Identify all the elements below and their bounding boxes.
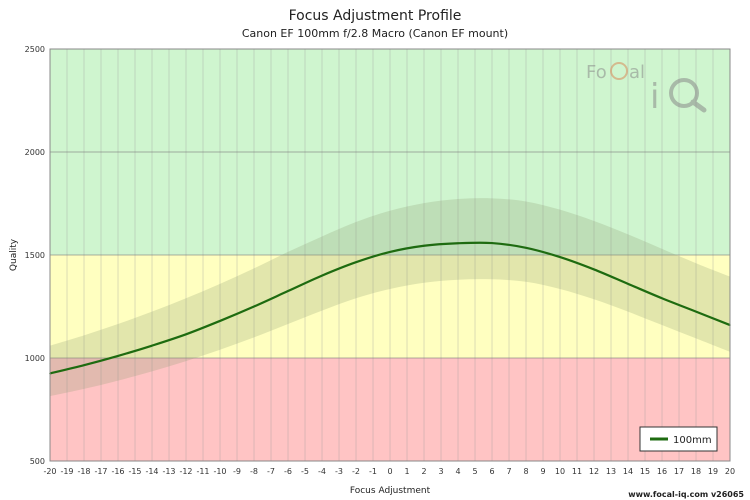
confidence-band-100mm	[50, 198, 730, 397]
x-tick-label: 3	[438, 467, 443, 476]
data-point	[593, 268, 595, 271]
footer-credit: www.focal-iq.com v26065	[628, 490, 744, 499]
svg-text:Fo: Fo	[586, 62, 607, 83]
x-tick-label: -16	[111, 467, 124, 476]
data-point	[117, 355, 119, 357]
data-point	[491, 242, 493, 244]
x-tick-label: -6	[284, 467, 292, 476]
x-tick-label: 2	[421, 467, 426, 476]
data-point	[185, 333, 187, 336]
x-tick-label: 11	[572, 467, 582, 476]
y-tick-label: 2500	[25, 45, 45, 54]
data-point	[287, 290, 289, 292]
x-tick-label: 8	[523, 467, 528, 476]
x-tick-label: 0	[387, 467, 392, 476]
x-axis-label: Focus Adjustment	[350, 486, 431, 496]
data-point	[457, 242, 459, 245]
svg-text:al: al	[629, 62, 645, 83]
data-point	[661, 297, 663, 300]
x-tick-label: -2	[352, 467, 360, 476]
x-tick-label: 1	[404, 467, 409, 476]
data-point	[525, 246, 527, 249]
x-tick-label: 12	[589, 467, 599, 476]
y-axis-label: Quality	[9, 238, 19, 271]
x-tick-label: 10	[555, 467, 565, 476]
legend-label-100mm: 100mm	[673, 435, 712, 446]
x-tick-label: -20	[43, 467, 56, 476]
data-point	[83, 364, 85, 367]
x-tick-label: -8	[250, 467, 258, 476]
x-tick-label: 13	[606, 467, 616, 476]
x-tick-label: -11	[196, 467, 209, 476]
y-tick-label: 1500	[25, 251, 45, 260]
x-tick-label: -9	[233, 467, 241, 476]
x-tick-label: -15	[128, 467, 141, 476]
x-tick-label: -10	[213, 467, 226, 476]
data-point	[559, 256, 561, 258]
x-tick-label: 5	[472, 467, 477, 476]
x-tick-label: -13	[162, 467, 175, 476]
legend: 100mm	[639, 426, 718, 452]
x-tick-label: -7	[267, 467, 275, 476]
y-tick-label: 1000	[25, 354, 45, 363]
chart-title: Focus Adjustment Profile	[289, 8, 462, 24]
x-axis-ticks: -20 -19 -18 -17 -16 -15 -14 -13 -12 -11 -10 -9 -8 -7-…	[43, 467, 735, 476]
plot-frame	[49, 48, 731, 462]
data-point	[321, 274, 323, 277]
x-tick-label: 19	[708, 467, 718, 476]
x-tick-label: -17	[94, 467, 107, 476]
x-tick-label: 14	[623, 467, 633, 476]
y-axis-ticks: 500 1000 1500 2000 2500	[25, 45, 45, 466]
y-tick-label: 2000	[25, 148, 45, 157]
x-tick-label: -3	[335, 467, 343, 476]
x-tick-label: 16	[657, 467, 667, 476]
x-tick-label: 9	[540, 467, 545, 476]
data-point	[151, 344, 153, 347]
x-tick-label: -12	[179, 467, 192, 476]
x-tick-label: 7	[506, 467, 511, 476]
x-tick-label: 4	[455, 467, 460, 476]
data-point	[423, 244, 425, 247]
data-point	[253, 305, 255, 308]
x-tick-label: 20	[725, 467, 735, 476]
x-tick-label: -14	[145, 467, 158, 476]
y-tick-label: 500	[30, 457, 45, 466]
x-tick-label: 6	[489, 467, 494, 476]
data-point	[627, 283, 629, 285]
x-tick-label: 15	[640, 467, 650, 476]
x-tick-label: -5	[301, 467, 309, 476]
x-tick-label: -4	[318, 467, 326, 476]
x-tick-label: 17	[674, 467, 684, 476]
data-point	[355, 261, 357, 264]
data-point	[389, 251, 391, 253]
x-tick-label: -1	[369, 467, 377, 476]
data-point	[219, 320, 221, 322]
focal-iq-logo: Fo al i	[586, 62, 707, 117]
x-tick-label: -18	[77, 467, 90, 476]
series-layer	[49, 198, 731, 397]
chart-subtitle: Canon EF 100mm f/2.8 Macro (Canon EF mou…	[242, 27, 508, 40]
data-point	[695, 310, 697, 313]
x-tick-label: -19	[60, 467, 73, 476]
x-tick-label: 18	[691, 467, 701, 476]
svg-text:i: i	[650, 77, 659, 117]
